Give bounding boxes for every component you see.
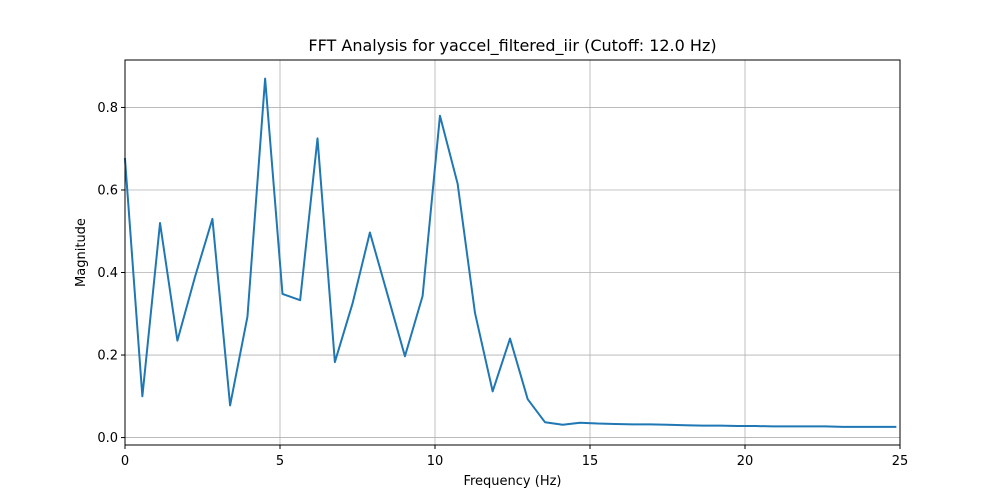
- chart-title: FFT Analysis for yaccel_filtered_iir (Cu…: [308, 36, 716, 56]
- series-layer: [123, 77, 897, 428]
- x-tick-label: 0: [121, 454, 129, 469]
- y-tick-label: 0.8: [97, 101, 118, 116]
- plot-frame: [124, 59, 901, 446]
- x-tick-label: 5: [276, 454, 284, 469]
- grid-lines: [124, 60, 901, 445]
- x-tick-label: 10: [427, 454, 444, 469]
- ticks: 0 5 10 15 20 25 0.0 0.2 0.4 0.6 0.8: [97, 101, 908, 469]
- x-tick-label: 25: [892, 454, 909, 469]
- magnitude-series-line: [123, 77, 897, 428]
- x-axis-label: Frequency (Hz): [463, 474, 561, 489]
- y-axis-label: Magnitude: [74, 218, 89, 287]
- x-tick-label: 15: [582, 454, 599, 469]
- y-tick-label: 0.2: [97, 349, 118, 364]
- y-tick-label: 0.4: [97, 266, 118, 281]
- x-tick-label: 20: [737, 454, 754, 469]
- y-tick-label: 0.0: [97, 431, 118, 446]
- y-tick-label: 0.6: [97, 183, 118, 198]
